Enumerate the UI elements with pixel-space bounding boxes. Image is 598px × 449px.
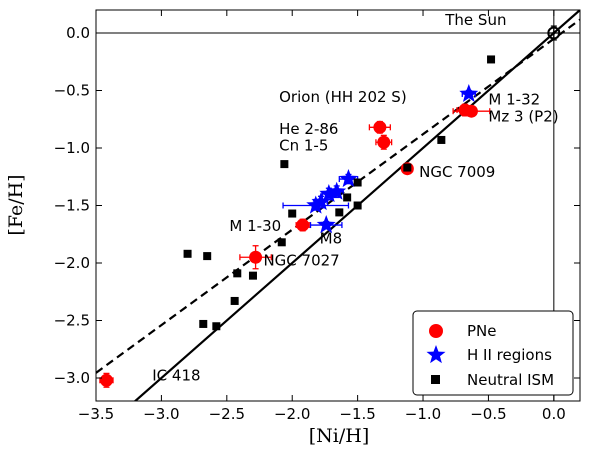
h-ii-regions-point-0 [306, 195, 326, 214]
neutral-ism-point-13 [353, 201, 362, 210]
pne-point-2 [296, 218, 310, 232]
h-ii-regions-point-4 [338, 169, 358, 188]
h-ii-regions-point-1 [311, 192, 331, 211]
neutral-ism-point-0 [183, 249, 192, 258]
neutral-ism-point-8 [277, 238, 286, 247]
x-tick-label-0: −3.5 [78, 405, 114, 423]
neutral-ism-point-10 [335, 208, 344, 217]
x-tick-label-6: −0.5 [470, 405, 506, 423]
the-sun-point-0 [547, 26, 561, 40]
annotation-10: IC 418 [152, 366, 200, 384]
neutral-ism-point-9 [288, 209, 297, 218]
pne-point-3 [373, 120, 387, 134]
x-axis-title: [Ni/H] [309, 425, 370, 447]
reference-line-solid [133, 10, 580, 401]
data-points [99, 26, 561, 387]
y-axis-title: [Fe/H] [5, 174, 27, 235]
annotation-4: He 2-86 [279, 120, 338, 138]
neutral-ism-point-14 [403, 163, 412, 172]
annotation-9: NGC 7027 [263, 251, 339, 269]
legend-hii-label: H II regions [467, 346, 552, 364]
neutral-ism-point-2 [199, 319, 208, 328]
y-tick-label-0: −3.0 [54, 369, 90, 387]
legend: PNe H II regions Neutral ISM [412, 310, 574, 396]
y-tick-label-3: −1.5 [54, 197, 90, 215]
y-tick-label-5: −0.5 [54, 82, 90, 100]
neutral-ism-point-11 [343, 193, 352, 202]
legend-ism-label: Neutral ISM [467, 371, 554, 389]
x-tick-label-5: −1.0 [405, 405, 441, 423]
annotation-3: Mz 3 (P2) [488, 108, 558, 126]
axis-ticks: −3.5 −3.0 −2.5 −2.0 −1.5 −1.0 −0.5 0.0 −3.0 −2.5 −… [54, 10, 580, 423]
y-tick-label-6: 0.0 [66, 24, 90, 42]
pne-point-1 [249, 250, 263, 264]
neutral-ism-point-5 [230, 296, 239, 305]
pne-point-4 [377, 135, 391, 149]
neutral-ism-point-1 [203, 252, 212, 261]
legend-pne-marker [429, 324, 443, 338]
annotation-7: M 1-30 [229, 217, 281, 235]
x-tick-label-3: −2.0 [274, 405, 310, 423]
legend-hii-marker [426, 345, 446, 364]
legend-pne-label: PNe [467, 322, 497, 340]
annotation-5: Cn 1-5 [279, 136, 328, 154]
neutral-ism-point-15 [437, 135, 446, 144]
x-tick-label-2: −2.5 [209, 405, 245, 423]
annotation-8: M8 [320, 229, 343, 247]
h-ii-regions-point-5 [316, 215, 336, 234]
neutral-ism-point-12 [353, 178, 362, 187]
h-ii-regions-point-2 [319, 184, 339, 203]
neutral-ism-point-7 [280, 160, 289, 169]
y-tick-label-1: −2.5 [54, 312, 90, 330]
neutral-ism-point-16 [487, 55, 496, 64]
annotation-1: Orion (HH 202 S) [279, 88, 407, 106]
y-tick-label-2: −2.0 [54, 254, 90, 272]
pne-point-7 [464, 104, 478, 118]
annotation-2: M 1-32 [488, 90, 540, 108]
neutral-ism-point-6 [248, 271, 257, 280]
legend-ism-marker [431, 375, 440, 384]
x-tick-label-4: −1.5 [339, 405, 375, 423]
the-sun-point-0-center [552, 31, 556, 35]
h-ii-regions-point-3 [327, 181, 347, 200]
y-tick-label-4: −1.0 [54, 139, 90, 157]
x-tick-label-7: 0.0 [542, 405, 566, 423]
x-tick-label-1: −3.0 [143, 405, 179, 423]
pne-point-0 [99, 373, 113, 387]
neutral-ism-point-4 [233, 269, 242, 278]
annotation-0: The Sun [444, 11, 506, 29]
neutral-ism-point-3 [212, 322, 221, 331]
annotation-6: NGC 7009 [419, 163, 495, 181]
legend-box [412, 310, 574, 396]
h-ii-regions-point-6 [459, 83, 479, 103]
